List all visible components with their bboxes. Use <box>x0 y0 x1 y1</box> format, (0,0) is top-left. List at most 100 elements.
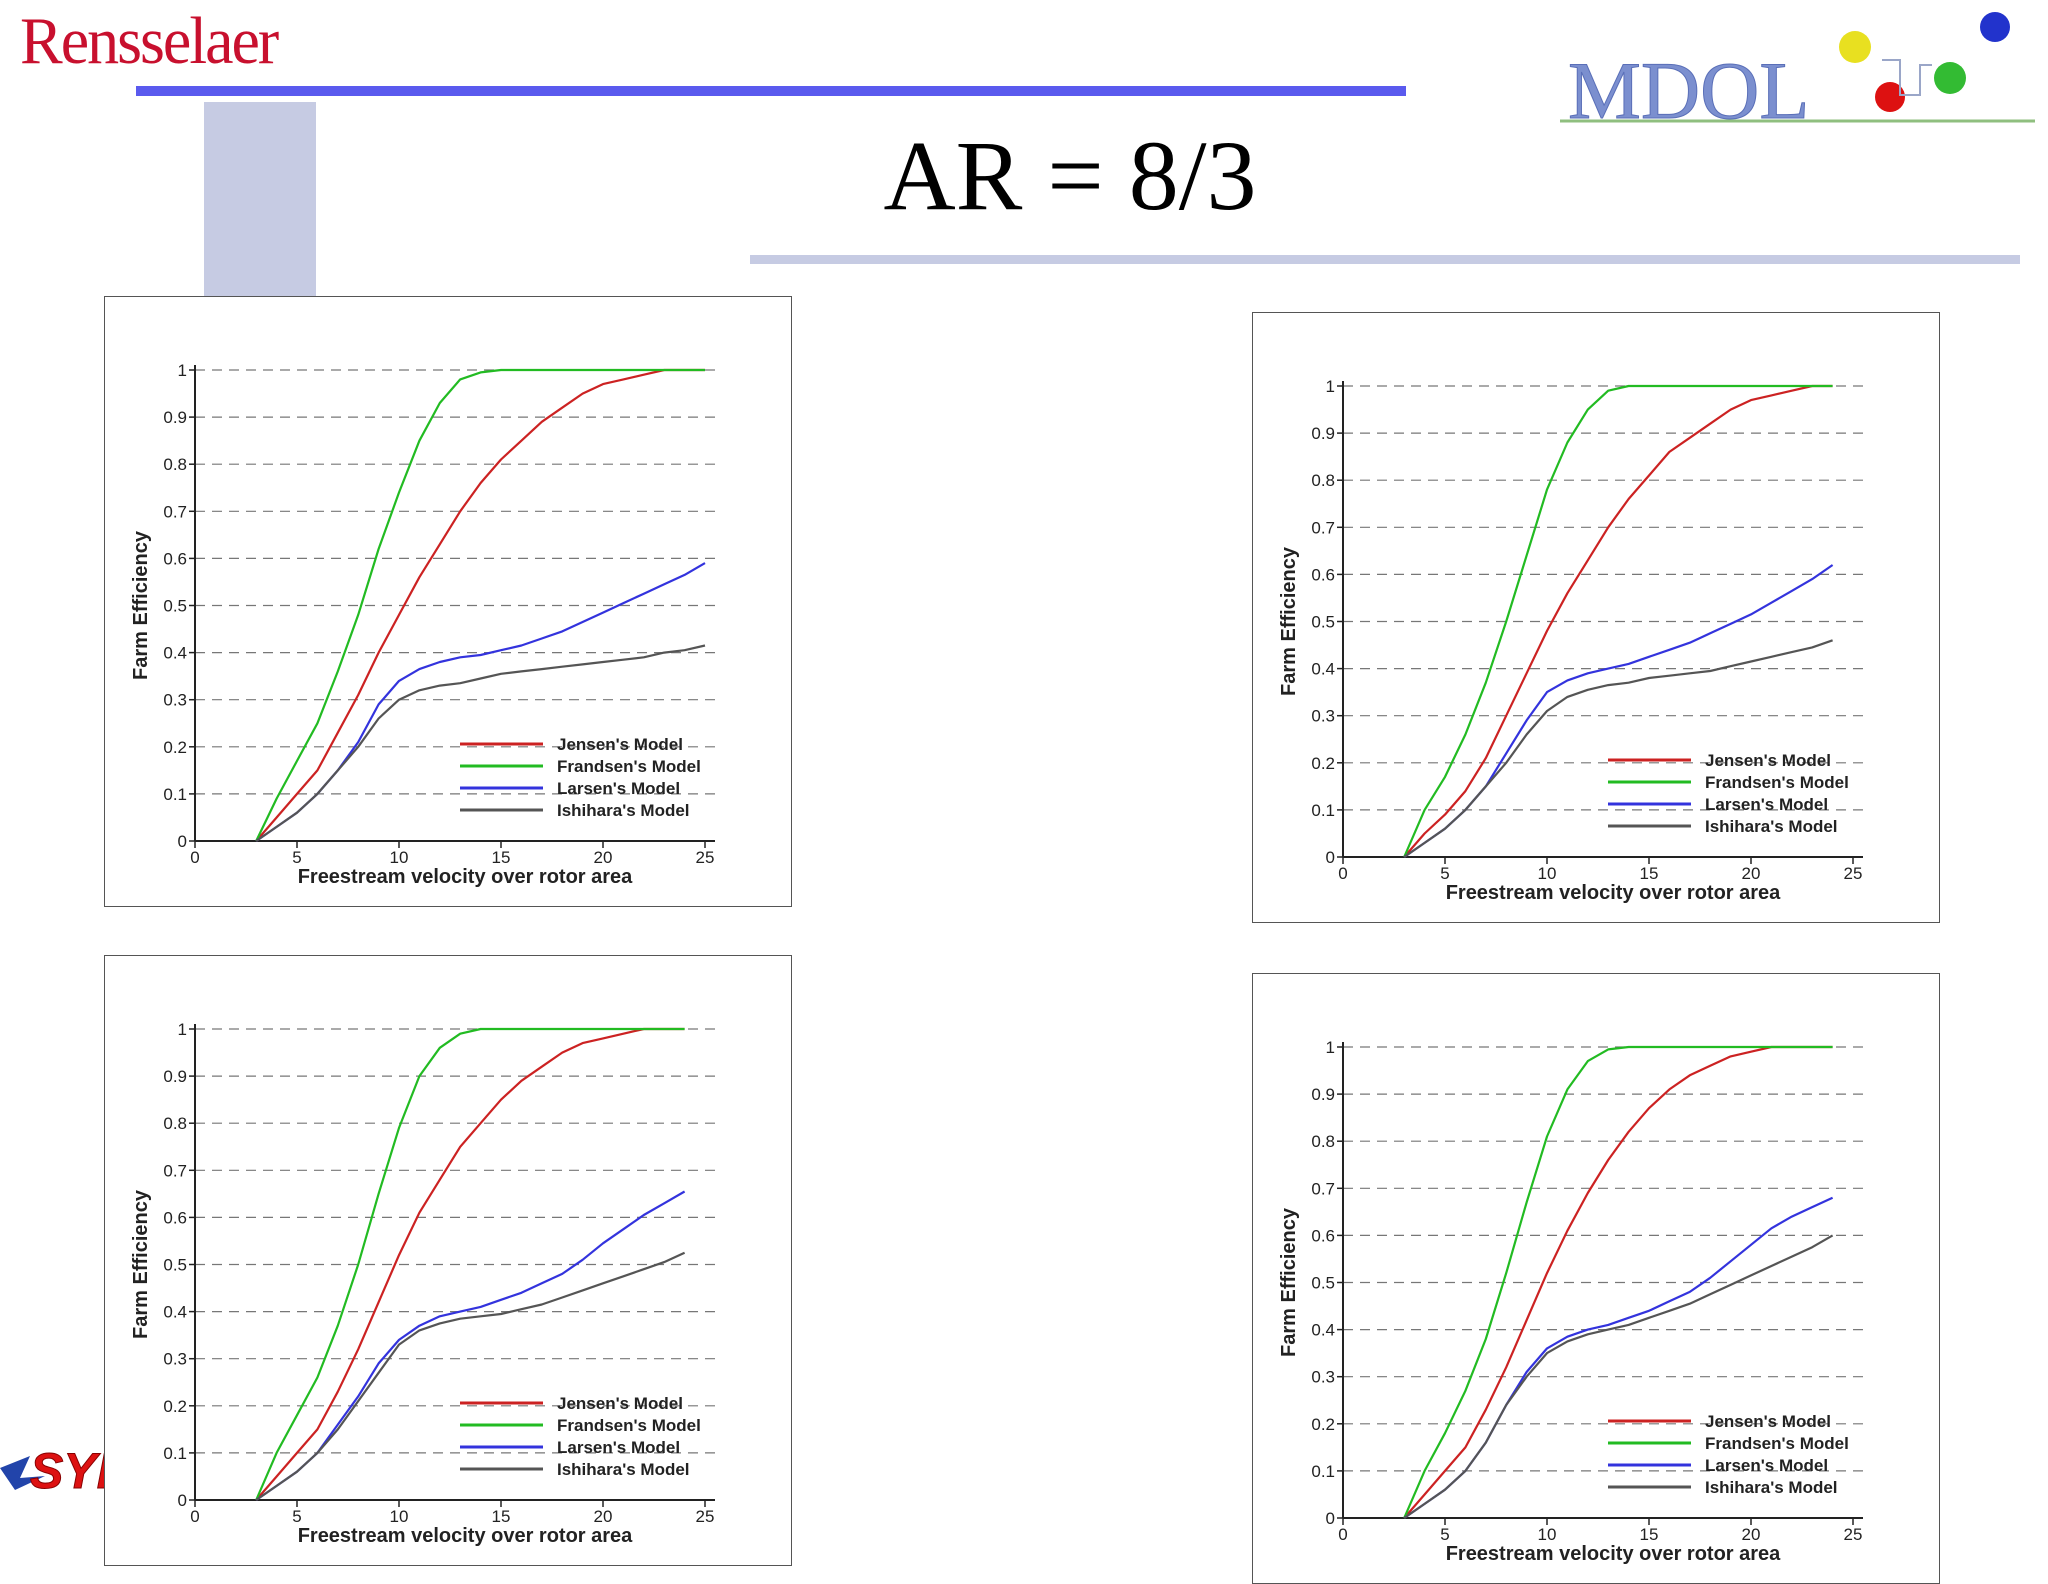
y-tick-label: 0.5 <box>163 597 187 616</box>
chart-panel: 0 0.1 0.2 0.3 0.4 0.5 0.6 0.7 0.8 0.9 1 0 5 10 15 20 25 F… <box>104 296 792 907</box>
blue-dot-icon <box>1980 12 2010 42</box>
y-tick-label: 0.1 <box>163 1444 187 1463</box>
frandsen-s-model-line <box>255 1027 685 1501</box>
x-tick-label: 25 <box>1844 1525 1863 1544</box>
x-tick-label: 20 <box>1742 1525 1761 1544</box>
mdol-logo: MDOL <box>1560 12 2035 130</box>
chart-panel: 0 0.1 0.2 0.3 0.4 0.5 0.6 0.7 0.8 0.9 1 0 5 10 15 20 25 F… <box>104 955 792 1566</box>
jensen-s-model-line <box>255 368 705 842</box>
y-tick-label: 0.3 <box>1311 707 1335 726</box>
x-tick-label: 15 <box>1640 864 1659 883</box>
x-tick-label: 15 <box>492 1507 511 1526</box>
y-tick-label: 0.3 <box>1311 1368 1335 1387</box>
x-axis-title: Freestream velocity over rotor area <box>298 866 633 888</box>
y-tick-label: 0.4 <box>1311 660 1335 679</box>
y-axis-title: Farm Efficiency <box>130 530 152 680</box>
y-tick-label: 1 <box>1326 377 1335 396</box>
y-tick-label: 0.7 <box>163 502 187 521</box>
x-tick-label: 5 <box>292 848 301 867</box>
y-tick-label: 0.6 <box>163 1208 187 1227</box>
title-underline <box>750 255 2020 264</box>
x-tick-label: 15 <box>492 848 511 867</box>
ishihara-s-model-line <box>1403 639 1833 858</box>
footer-logo-text: SYI <box>30 1443 110 1499</box>
x-tick-label: 0 <box>1338 864 1347 883</box>
y-tick-label: 0.2 <box>163 1397 187 1416</box>
y-tick-label: 0.8 <box>1311 471 1335 490</box>
rensselaer-logo-text: Rensselaer <box>20 3 279 78</box>
accent-block <box>204 102 316 296</box>
legend-label: Jensen's Model <box>557 1394 683 1413</box>
y-tick-label: 0.8 <box>1311 1132 1335 1151</box>
legend-label: Larsen's Model <box>557 1438 680 1457</box>
x-tick-label: 10 <box>1538 1525 1557 1544</box>
footer-logo: SYI <box>0 1443 110 1500</box>
logo-trace <box>1882 59 1932 96</box>
legend-label: Ishihara's Model <box>1705 817 1838 836</box>
chart-panel: 0 0.1 0.2 0.3 0.4 0.5 0.6 0.7 0.8 0.9 1 0 5 10 15 20 25 F… <box>1252 312 1940 923</box>
x-tick-label: 10 <box>1538 864 1557 883</box>
larsen-s-model-line <box>255 562 706 842</box>
x-axis-title: Freestream velocity over rotor area <box>298 1525 633 1547</box>
y-tick-label: 0.5 <box>163 1256 187 1275</box>
y-tick-label: 1 <box>178 1020 187 1039</box>
y-tick-label: 0.7 <box>1311 1179 1335 1198</box>
x-tick-label: 0 <box>190 848 199 867</box>
y-tick-label: 0.4 <box>163 644 187 663</box>
y-tick-label: 0.2 <box>1311 754 1335 773</box>
legend-label: Frandsen's Model <box>1705 773 1849 792</box>
efficiency-chart: 00.10.20.30.40.50.60.70.80.910 5 10 15 20 25F… <box>1278 377 1863 904</box>
legend-label: Jensen's Model <box>1705 1412 1831 1431</box>
frandsen-s-model-line <box>1403 1045 1833 1519</box>
y-tick-label: 0.3 <box>163 691 187 710</box>
y-tick-label: 0.1 <box>1311 1462 1335 1481</box>
y-tick-label: 0.7 <box>1311 518 1335 537</box>
x-tick-label: 10 <box>390 848 409 867</box>
legend-label: Jensen's Model <box>557 735 683 754</box>
y-tick-label: 0.7 <box>163 1161 187 1180</box>
x-tick-label: 5 <box>292 1507 301 1526</box>
y-tick-label: 0 <box>178 1491 187 1510</box>
y-tick-label: 0.6 <box>163 549 187 568</box>
y-tick-label: 0.2 <box>1311 1415 1335 1434</box>
y-axis-title: Farm Efficiency <box>1278 1207 1300 1357</box>
y-tick-label: 0.6 <box>1311 1226 1335 1245</box>
jensen-s-model-line <box>1403 384 1833 858</box>
legend-label: Ishihara's Model <box>557 801 690 820</box>
y-axis-title: Farm Efficiency <box>130 1189 152 1339</box>
frandsen-s-model-line <box>1403 384 1833 858</box>
y-tick-label: 0 <box>1326 848 1335 867</box>
ishihara-s-model-line <box>255 1251 686 1501</box>
red-dot-icon <box>1875 82 1905 112</box>
y-tick-label: 0.9 <box>1311 424 1335 443</box>
x-tick-label: 5 <box>1440 864 1449 883</box>
x-tick-label: 20 <box>1742 864 1761 883</box>
x-tick-label: 20 <box>594 848 613 867</box>
legend-label: Larsen's Model <box>1705 795 1828 814</box>
ishihara-s-model-line <box>1403 1234 1834 1519</box>
y-tick-label: 0.9 <box>1311 1085 1335 1104</box>
legend-label: Jensen's Model <box>1705 751 1831 770</box>
x-tick-label: 15 <box>1640 1525 1659 1544</box>
legend-label: Ishihara's Model <box>1705 1478 1838 1497</box>
efficiency-chart: 00.10.20.30.40.50.60.70.80.910 5 10 15 20 25F… <box>130 361 715 888</box>
x-tick-label: 25 <box>1844 864 1863 883</box>
x-axis-title: Freestream velocity over rotor area <box>1446 1543 1781 1565</box>
legend-label: Frandsen's Model <box>557 1416 701 1435</box>
y-tick-label: 0.4 <box>1311 1321 1335 1340</box>
y-tick-label: 0.8 <box>163 455 187 474</box>
larsen-s-model-line <box>255 1190 686 1501</box>
legend-label: Larsen's Model <box>557 779 680 798</box>
y-tick-label: 0.1 <box>1311 801 1335 820</box>
yellow-dot-icon <box>1839 31 1871 63</box>
x-tick-label: 5 <box>1440 1525 1449 1544</box>
efficiency-chart: 00.10.20.30.40.50.60.70.80.910 5 10 15 20 25F… <box>1278 1038 1863 1565</box>
x-tick-label: 10 <box>390 1507 409 1526</box>
y-tick-label: 0.5 <box>1311 613 1335 632</box>
y-tick-label: 0.6 <box>1311 565 1335 584</box>
y-tick-label: 0 <box>1326 1509 1335 1528</box>
y-tick-label: 0.3 <box>163 1350 187 1369</box>
jensen-s-model-line <box>1403 1045 1833 1519</box>
frandsen-s-model-line <box>255 368 705 842</box>
y-tick-label: 1 <box>1326 1038 1335 1057</box>
